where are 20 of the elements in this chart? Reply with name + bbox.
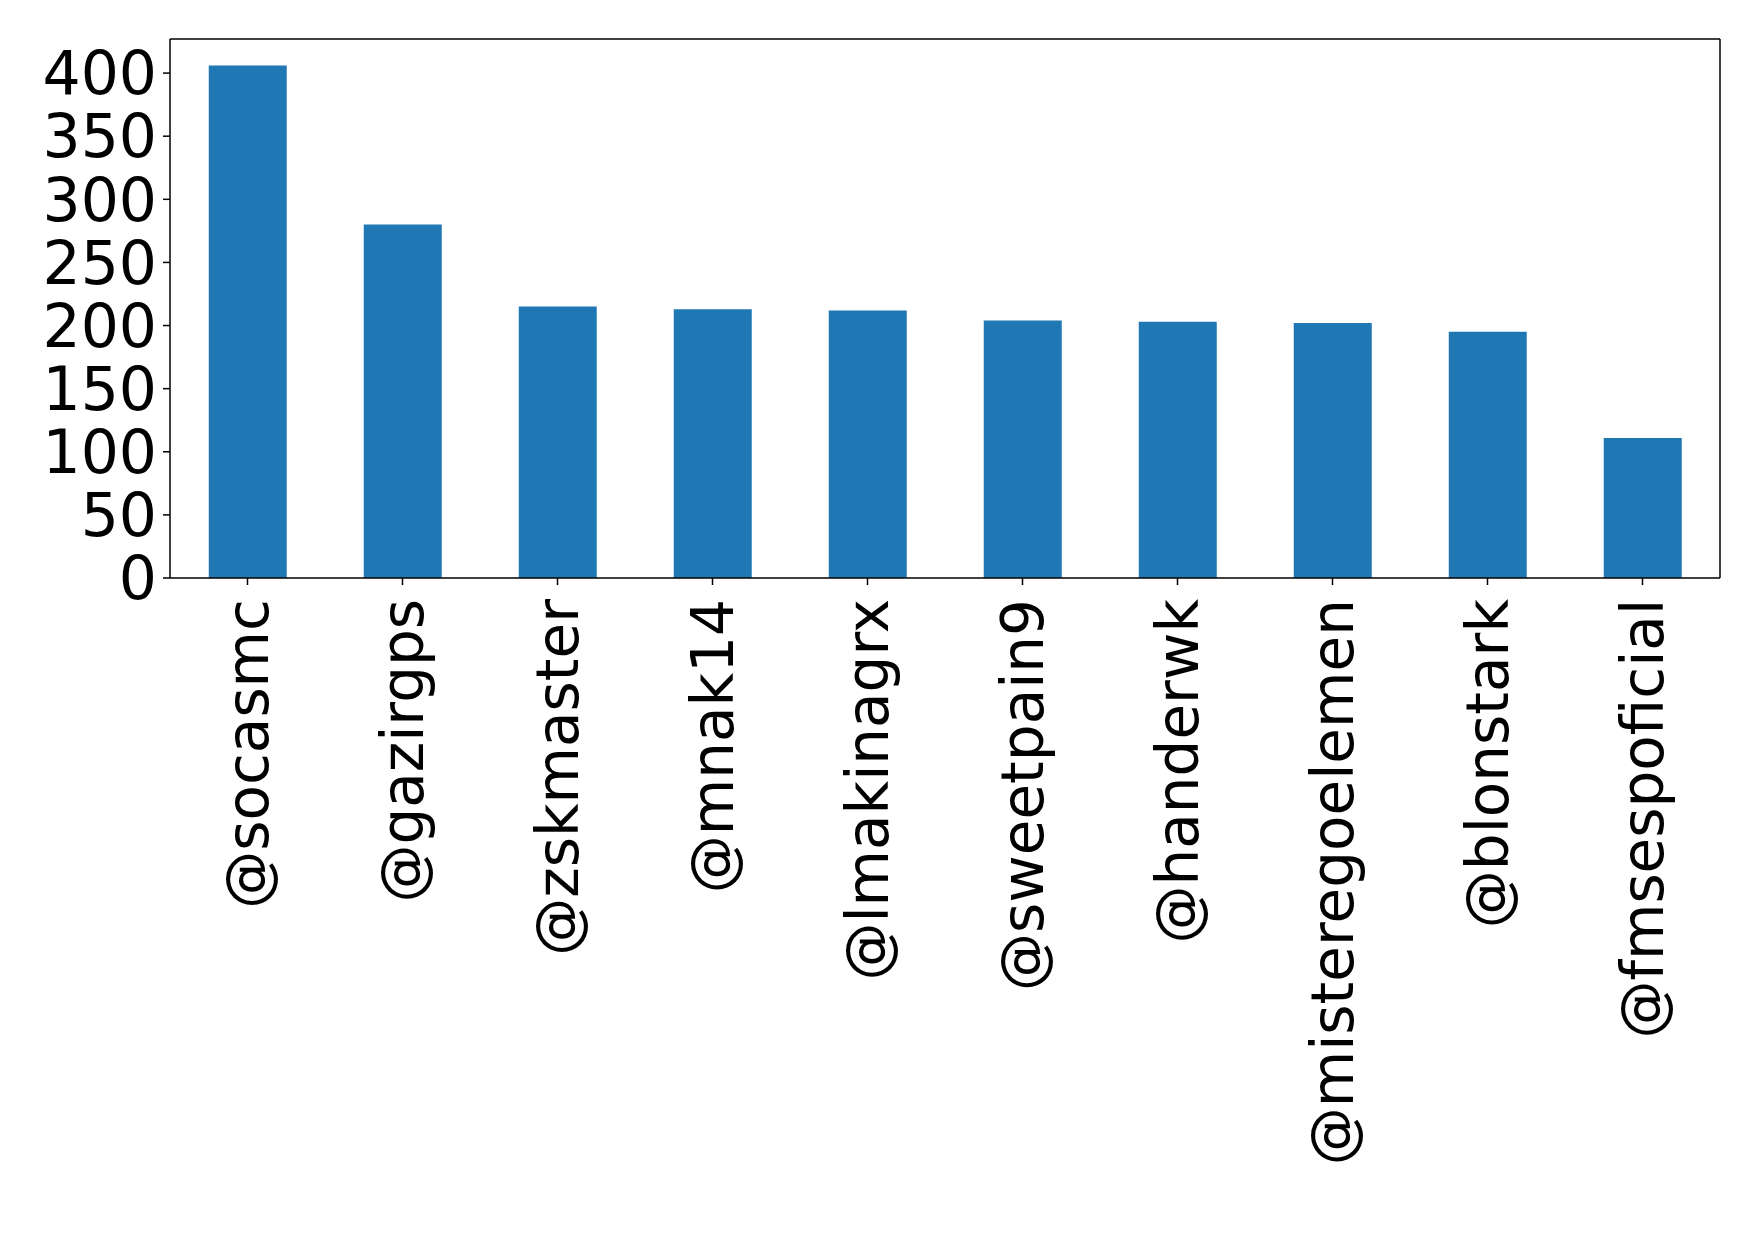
bar (518, 306, 597, 578)
x-tick-label: @fmsespoficial (1608, 599, 1677, 1039)
x-tick-label: @zskmaster (523, 598, 592, 956)
bar (363, 224, 442, 578)
x-tick-label: @sweetpain9 (988, 599, 1057, 991)
x-tick-label: @mnak14 (678, 599, 747, 894)
x-tick-label: @misteregoelemen (1298, 599, 1367, 1166)
x-tick-label: @gazirgps (368, 599, 437, 903)
bar (1138, 321, 1217, 578)
bar (828, 310, 907, 578)
x-tick-label: @blonstark (1453, 598, 1522, 929)
x-tick-label: @handerwk (1143, 598, 1212, 944)
bar (1603, 437, 1682, 578)
bar (208, 65, 287, 578)
x-tick-label: @lmakinagrx (833, 599, 902, 981)
x-tick-label: @socasmc (213, 599, 282, 909)
bar (1448, 331, 1527, 578)
bar (983, 320, 1062, 578)
bar (1293, 323, 1372, 578)
bar (673, 309, 752, 578)
